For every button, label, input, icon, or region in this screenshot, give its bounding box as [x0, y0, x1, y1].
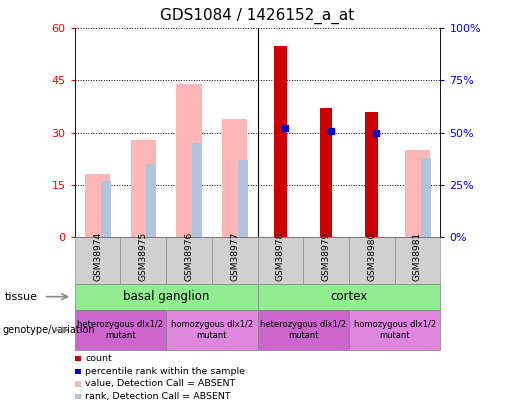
Text: GSM38975: GSM38975 — [139, 232, 148, 281]
Bar — [131, 140, 156, 237]
Bar — [421, 158, 431, 237]
Text: GDS1084 / 1426152_a_at: GDS1084 / 1426152_a_at — [160, 8, 355, 24]
Bar — [121, 237, 166, 284]
Bar — [258, 237, 303, 284]
Bar — [212, 237, 258, 284]
Bar — [166, 310, 258, 350]
Bar — [75, 356, 81, 361]
Bar — [75, 310, 166, 350]
Bar — [75, 284, 258, 310]
Text: cortex: cortex — [330, 290, 368, 303]
Bar — [320, 108, 333, 237]
Bar — [85, 174, 110, 237]
Text: heterozygous dlx1/2
mutant: heterozygous dlx1/2 mutant — [77, 320, 163, 340]
Text: GSM38978: GSM38978 — [276, 232, 285, 281]
Bar — [258, 310, 349, 350]
Bar — [258, 284, 440, 310]
Text: basal ganglion: basal ganglion — [123, 290, 209, 303]
Bar — [146, 164, 157, 237]
Bar — [101, 181, 111, 237]
Text: percentile rank within the sample: percentile rank within the sample — [85, 367, 246, 376]
Bar — [349, 237, 394, 284]
Bar — [405, 150, 430, 237]
Text: count: count — [85, 354, 112, 363]
Bar — [238, 160, 248, 237]
Text: homozygous dlx1/2
mutant: homozygous dlx1/2 mutant — [171, 320, 253, 340]
Text: heterozygous dlx1/2
mutant: heterozygous dlx1/2 mutant — [260, 320, 346, 340]
Text: homozygous dlx1/2
mutant: homozygous dlx1/2 mutant — [354, 320, 436, 340]
Text: GSM38976: GSM38976 — [184, 232, 194, 281]
Bar — [394, 237, 440, 284]
Bar — [349, 310, 440, 350]
Bar — [303, 237, 349, 284]
Text: GSM38979: GSM38979 — [321, 232, 331, 281]
Bar — [192, 143, 202, 237]
Text: GSM38980: GSM38980 — [367, 232, 376, 281]
Bar — [75, 237, 121, 284]
Text: GSM38981: GSM38981 — [413, 232, 422, 281]
Text: genotype/variation: genotype/variation — [3, 325, 95, 335]
Bar — [274, 46, 287, 237]
Text: tissue: tissue — [5, 292, 38, 302]
Bar — [75, 369, 81, 374]
Bar — [222, 119, 247, 237]
Bar — [176, 84, 201, 237]
Text: GSM38977: GSM38977 — [230, 232, 239, 281]
Text: GSM38974: GSM38974 — [93, 232, 102, 281]
Bar — [75, 394, 81, 399]
Bar — [75, 382, 81, 387]
Bar — [365, 112, 378, 237]
Text: rank, Detection Call = ABSENT: rank, Detection Call = ABSENT — [85, 392, 231, 401]
Text: value, Detection Call = ABSENT: value, Detection Call = ABSENT — [85, 379, 236, 388]
Bar — [166, 237, 212, 284]
